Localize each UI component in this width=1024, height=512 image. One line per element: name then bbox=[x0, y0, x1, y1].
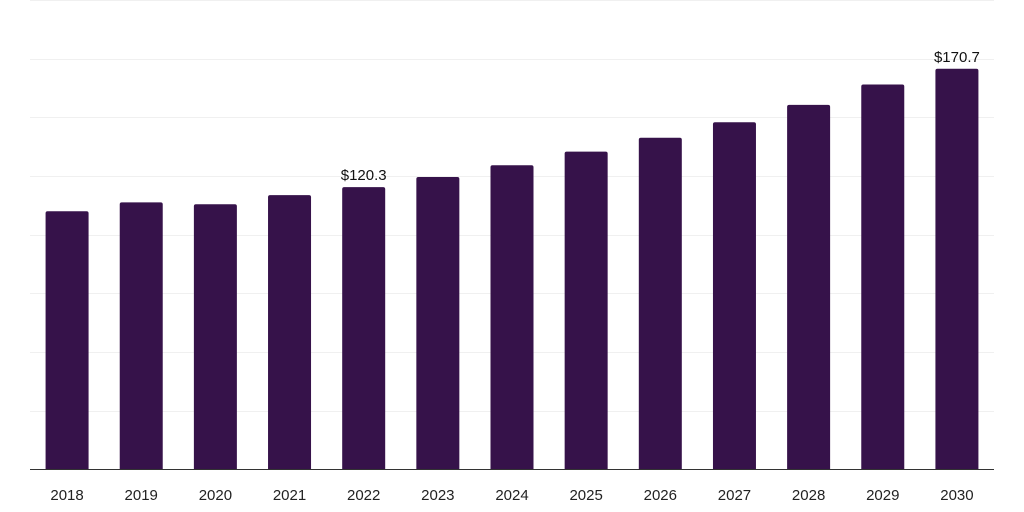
x-tick-label-2027: 2027 bbox=[718, 487, 751, 504]
x-tick-label-2025: 2025 bbox=[569, 487, 602, 504]
bar-2022 bbox=[342, 187, 386, 470]
bar-2019 bbox=[119, 202, 163, 470]
bar-2020 bbox=[193, 204, 237, 470]
data-label-2022: $120.3 bbox=[341, 167, 387, 184]
x-tick-label-2030: 2030 bbox=[940, 487, 973, 504]
x-tick-label-2020: 2020 bbox=[199, 487, 232, 504]
bar-2021 bbox=[268, 195, 312, 470]
bar-2027 bbox=[712, 122, 756, 470]
bar-2029 bbox=[861, 84, 905, 470]
bar-2025 bbox=[564, 151, 608, 470]
bar-2028 bbox=[787, 104, 831, 470]
bar-2026 bbox=[638, 137, 682, 470]
x-tick-label-2019: 2019 bbox=[125, 487, 158, 504]
x-tick-label-2029: 2029 bbox=[866, 487, 899, 504]
data-labels: $120.3 $170.7 bbox=[341, 49, 980, 184]
x-tick-label-2028: 2028 bbox=[792, 487, 825, 504]
x-tick-label-2018: 2018 bbox=[50, 487, 83, 504]
bar-2018 bbox=[45, 211, 89, 470]
bar-2023 bbox=[416, 177, 460, 470]
bar-2024 bbox=[490, 165, 534, 470]
x-tick-label-2021: 2021 bbox=[273, 487, 306, 504]
x-tick-label-2024: 2024 bbox=[495, 487, 528, 504]
bar-2030 bbox=[935, 68, 979, 470]
data-label-2030: $170.7 bbox=[934, 49, 980, 66]
x-tick-label-2026: 2026 bbox=[644, 487, 677, 504]
x-tick-label-2023: 2023 bbox=[421, 487, 454, 504]
x-tick-label-2022: 2022 bbox=[347, 487, 380, 504]
bars bbox=[45, 68, 979, 470]
x-tick-labels: 2018 2019 2020 2021 2022 2023 2024 2025 2026 2027… bbox=[50, 487, 973, 504]
